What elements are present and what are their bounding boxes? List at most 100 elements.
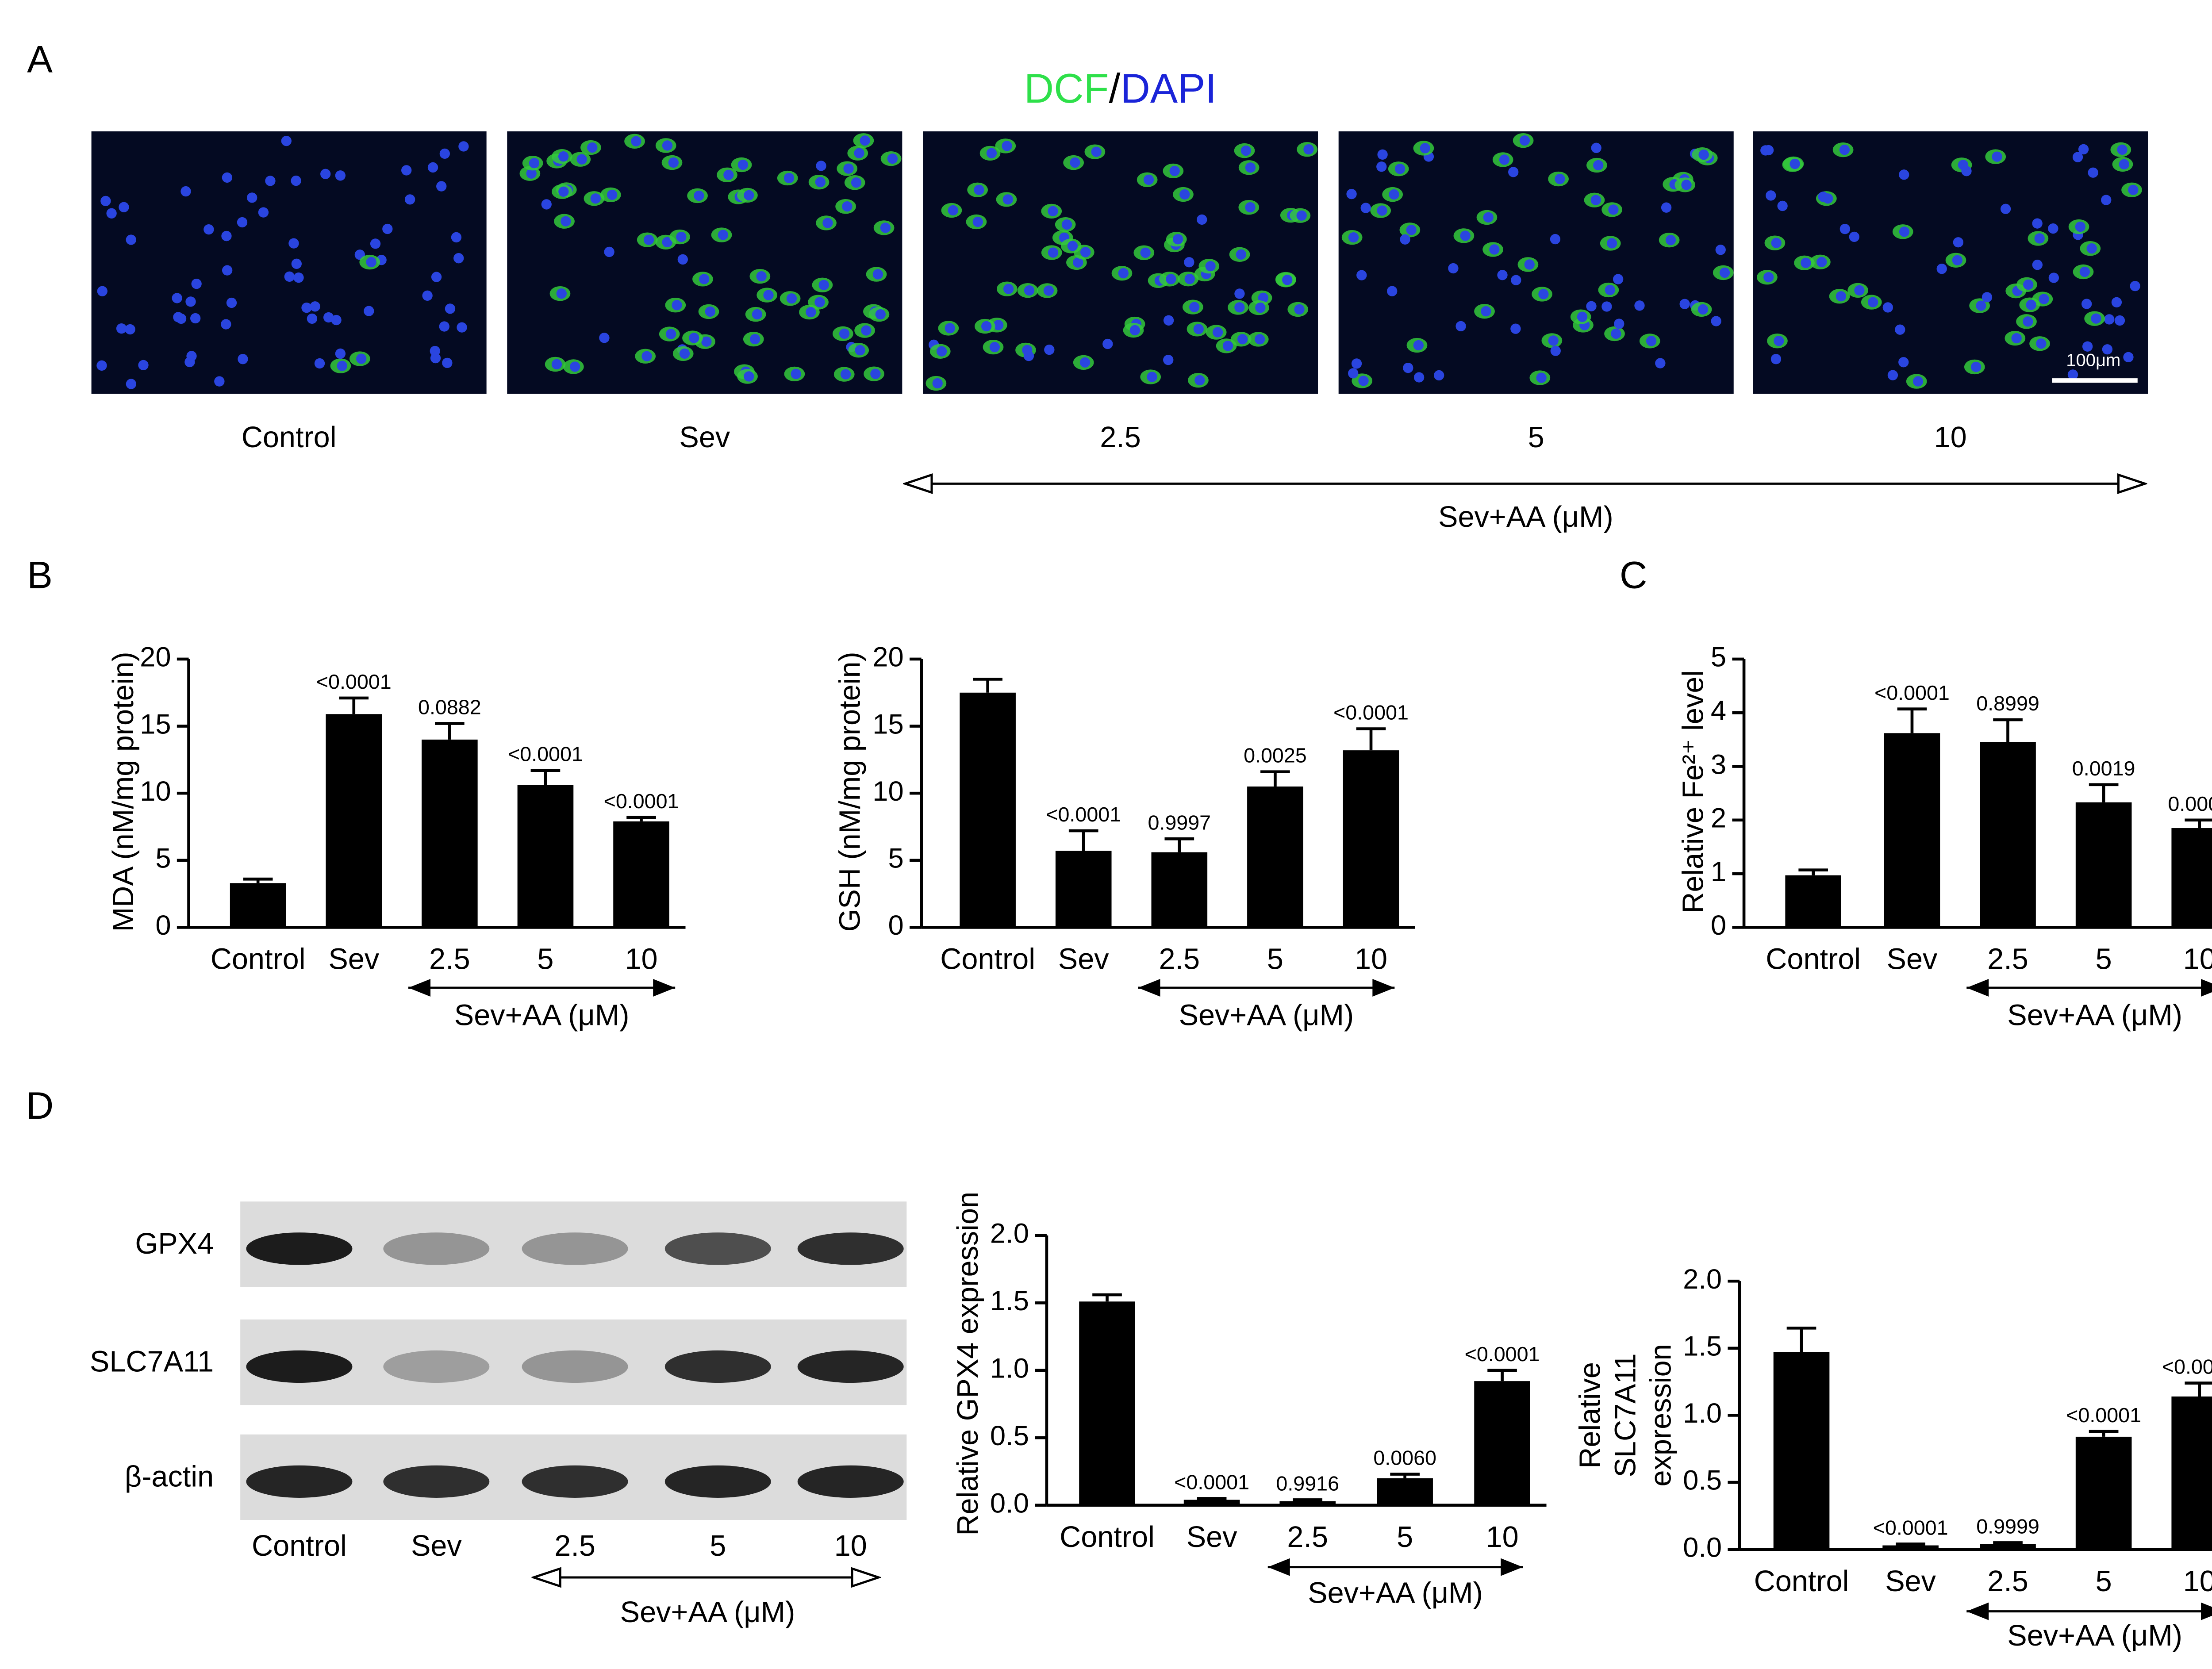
bar (1377, 1478, 1433, 1505)
cell-nucleus (694, 190, 704, 201)
cell-nucleus (2034, 233, 2045, 244)
cell-nucleus (679, 348, 690, 359)
cell-nucleus (222, 172, 233, 183)
cell-nucleus (1601, 301, 1612, 312)
cell-nucleus (1849, 231, 1859, 242)
cell-nucleus (1420, 143, 1430, 153)
cell-nucleus (1555, 173, 1565, 184)
cell-nucleus (1854, 285, 1865, 296)
cell-nucleus (180, 186, 191, 197)
x-tick-label: Control (1060, 1521, 1155, 1554)
cell-nucleus (1611, 328, 1621, 339)
cell-nucleus (880, 223, 891, 233)
cell-nucleus (185, 296, 196, 307)
cell-nucleus (445, 303, 456, 314)
bar (1079, 1301, 1135, 1505)
p-value: <0.0001 (2066, 1404, 2141, 1427)
cell-nucleus (814, 297, 825, 307)
panel-label: D (26, 1085, 54, 1127)
cell-nucleus (1801, 257, 1811, 268)
y-tick-label: 10 (140, 776, 171, 807)
bar (2171, 1396, 2212, 1550)
cell-nucleus (1184, 274, 1195, 284)
error-bar (1293, 1498, 1323, 1501)
error-bar (1092, 1293, 1122, 1302)
cell-nucleus (2036, 338, 2047, 349)
blot-band (664, 1232, 771, 1265)
blot-strip (240, 1201, 907, 1287)
blot-band (246, 1350, 353, 1383)
blot-band (246, 1232, 353, 1265)
cell-nucleus (1067, 241, 1078, 251)
error-bar (1896, 1542, 1925, 1546)
cell-nucleus (569, 361, 580, 372)
cell-nucleus (1698, 150, 1709, 160)
error-bar (1487, 1369, 1517, 1381)
cell-nucleus (1605, 284, 1615, 295)
cell-nucleus (783, 173, 795, 184)
y-tick-label: 0 (1711, 910, 1726, 941)
image-label: Sev (679, 421, 730, 454)
cell-nucleus (1590, 195, 1601, 205)
cell-nucleus (705, 306, 716, 317)
x-tick-label: Control (940, 943, 1035, 976)
x-tick-label: 2.5 (1159, 943, 1200, 976)
cell-nucleus (307, 313, 318, 324)
bar (613, 821, 669, 928)
cell-nucleus (1992, 151, 2002, 162)
cell-nucleus (247, 192, 257, 203)
cell-nucleus (948, 205, 958, 216)
cell-nucleus (2048, 223, 2058, 234)
cell-nucleus (97, 286, 108, 296)
blot-band (383, 1465, 490, 1498)
cell-nucleus (1413, 340, 1424, 351)
cell-nucleus (1080, 247, 1091, 257)
cell-nucleus (1839, 223, 1851, 234)
error-bar (1993, 718, 2023, 742)
cell-nucleus (2011, 333, 2022, 344)
x-tick-label: Sev (328, 943, 379, 976)
error-bar (1164, 837, 1194, 852)
p-value: 0.0882 (418, 696, 481, 719)
error-bar (626, 816, 656, 821)
cell-nucleus (1234, 302, 1245, 313)
cell-nucleus (1002, 194, 1013, 205)
cell-nucleus (2114, 315, 2125, 326)
x-tick-label: 10 (1486, 1521, 1519, 1554)
cell-nucleus (1212, 327, 1223, 338)
cell-nucleus (870, 368, 881, 379)
cell-nucleus (587, 142, 598, 153)
y-tick-label: 1.5 (1683, 1331, 1722, 1362)
cell-nucleus (993, 320, 1004, 330)
error-bar (1260, 770, 1290, 787)
cell-nucleus (453, 253, 464, 264)
cell-nucleus (526, 168, 537, 179)
blot-band (797, 1350, 904, 1383)
cell-nucleus (320, 169, 331, 179)
y-axis-label: Relative (1574, 1362, 1606, 1469)
cell-nucleus (672, 300, 682, 311)
cell-nucleus (301, 302, 312, 313)
cell-nucleus (442, 357, 453, 368)
cell-nucleus (2075, 221, 2086, 232)
cell-nucleus (541, 199, 552, 210)
cell-nucleus (1777, 200, 1788, 211)
x-tick-label: 2.5 (429, 943, 470, 976)
blot-band (383, 1350, 490, 1383)
cell-nucleus (337, 361, 347, 371)
cell-nucleus (138, 360, 149, 371)
cell-nucleus (1043, 285, 1054, 296)
cell-nucleus (1245, 162, 1256, 173)
cell-nucleus (1483, 212, 1494, 223)
cell-nucleus (237, 217, 248, 228)
cell-nucleus (1400, 234, 1410, 245)
y-tick-label: 0.0 (990, 1488, 1029, 1519)
cell-nucleus (1073, 257, 1083, 268)
cell-nucleus (1048, 247, 1059, 258)
cell-nucleus (1481, 306, 1491, 317)
cell-nucleus (1237, 334, 1248, 345)
p-value: 0.0025 (1244, 744, 1307, 767)
cell-nucleus (1255, 302, 1266, 313)
x-tick-label: 2.5 (1987, 943, 2028, 976)
cell-nucleus (737, 159, 749, 170)
